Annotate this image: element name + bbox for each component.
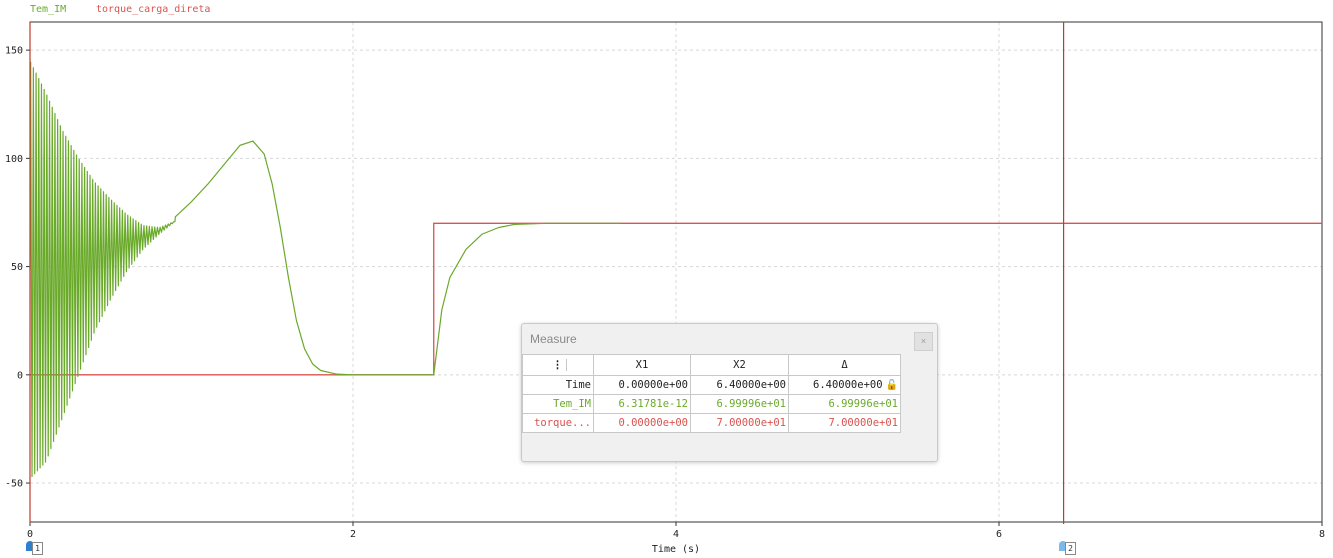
cursor-layer[interactable] <box>29 22 1065 524</box>
cursor-2-label: 2 <box>1065 542 1076 555</box>
x-tick-label: 6 <box>996 529 1002 540</box>
y-tick-label: 50 <box>11 262 23 273</box>
x-tick-label: 8 <box>1319 529 1325 540</box>
cell-delta-value: 6.40000e+00 <box>813 379 883 391</box>
x-tick-label: 4 <box>673 529 679 540</box>
table-row[interactable]: Time 0.00000e+00 6.40000e+00 6.40000e+00… <box>522 375 901 395</box>
table-row[interactable]: torque... 0.00000e+00 7.00000e+01 7.0000… <box>522 413 901 433</box>
cell-x2: 7.00000e+01 <box>690 413 789 433</box>
measure-table: ⋮ X1 X2 Δ Time 0.00000e+00 6.40000e+00 6… <box>522 354 901 433</box>
x-tick-label: 2 <box>350 529 356 540</box>
column-header-x2: X2 <box>690 354 789 376</box>
row-label: torque... <box>522 413 594 433</box>
table-row[interactable]: Tem_IM 6.31781e-12 6.99996e+01 6.99996e+… <box>522 394 901 414</box>
close-button[interactable]: × <box>914 332 933 351</box>
series-line-torque-carga-direta <box>30 222 1322 376</box>
cell-x1: 6.31781e-12 <box>593 394 691 414</box>
series-line-tem-im <box>29 61 622 478</box>
cursor-1-label: 1 <box>32 542 43 555</box>
cursor-pin-icon <box>1059 541 1067 551</box>
y-tick-label: 150 <box>5 46 23 57</box>
series-layer <box>29 61 1322 478</box>
y-tick-label: 100 <box>5 154 23 165</box>
y-tick-label: 0 <box>17 370 23 381</box>
menu-dots-icon[interactable]: ⋮ <box>550 359 567 371</box>
cell-x1: 0.00000e+00 <box>593 375 691 395</box>
column-header-delta: Δ <box>788 354 901 376</box>
legend-item-torque-carga-direta[interactable]: torque_carga_direta <box>96 4 211 15</box>
cell-delta: 7.00000e+01 <box>788 413 901 433</box>
lock-icon[interactable]: 🔓 <box>885 380 898 391</box>
column-header-x1: X1 <box>593 354 691 376</box>
y-tick-label: -50 <box>5 479 23 490</box>
measure-title: Measure <box>530 332 577 346</box>
measure-menu-cell[interactable]: ⋮ <box>522 354 594 376</box>
cursor-pin-icon <box>26 541 34 551</box>
measure-header-row: ⋮ X1 X2 Δ <box>522 354 901 376</box>
tick-labels: 0 2 4 6 8 -50 0 50 100 150 <box>5 46 1325 540</box>
cell-x1: 0.00000e+00 <box>593 413 691 433</box>
measure-panel[interactable]: Measure × ⋮ X1 X2 Δ Time 0.00000e+00 6.4… <box>521 323 938 462</box>
cell-x2: 6.99996e+01 <box>690 394 789 414</box>
row-label: Time <box>522 375 594 395</box>
x-axis-label: Time (s) <box>652 544 700 555</box>
cell-delta: 6.40000e+00 🔓 <box>788 375 901 395</box>
cell-delta: 6.99996e+01 <box>788 394 901 414</box>
x-tick-label: 0 <box>27 529 33 540</box>
row-label: Tem_IM <box>522 394 594 414</box>
cell-x2: 6.40000e+00 <box>690 375 789 395</box>
legend-item-tem-im[interactable]: Tem_IM <box>30 4 67 15</box>
